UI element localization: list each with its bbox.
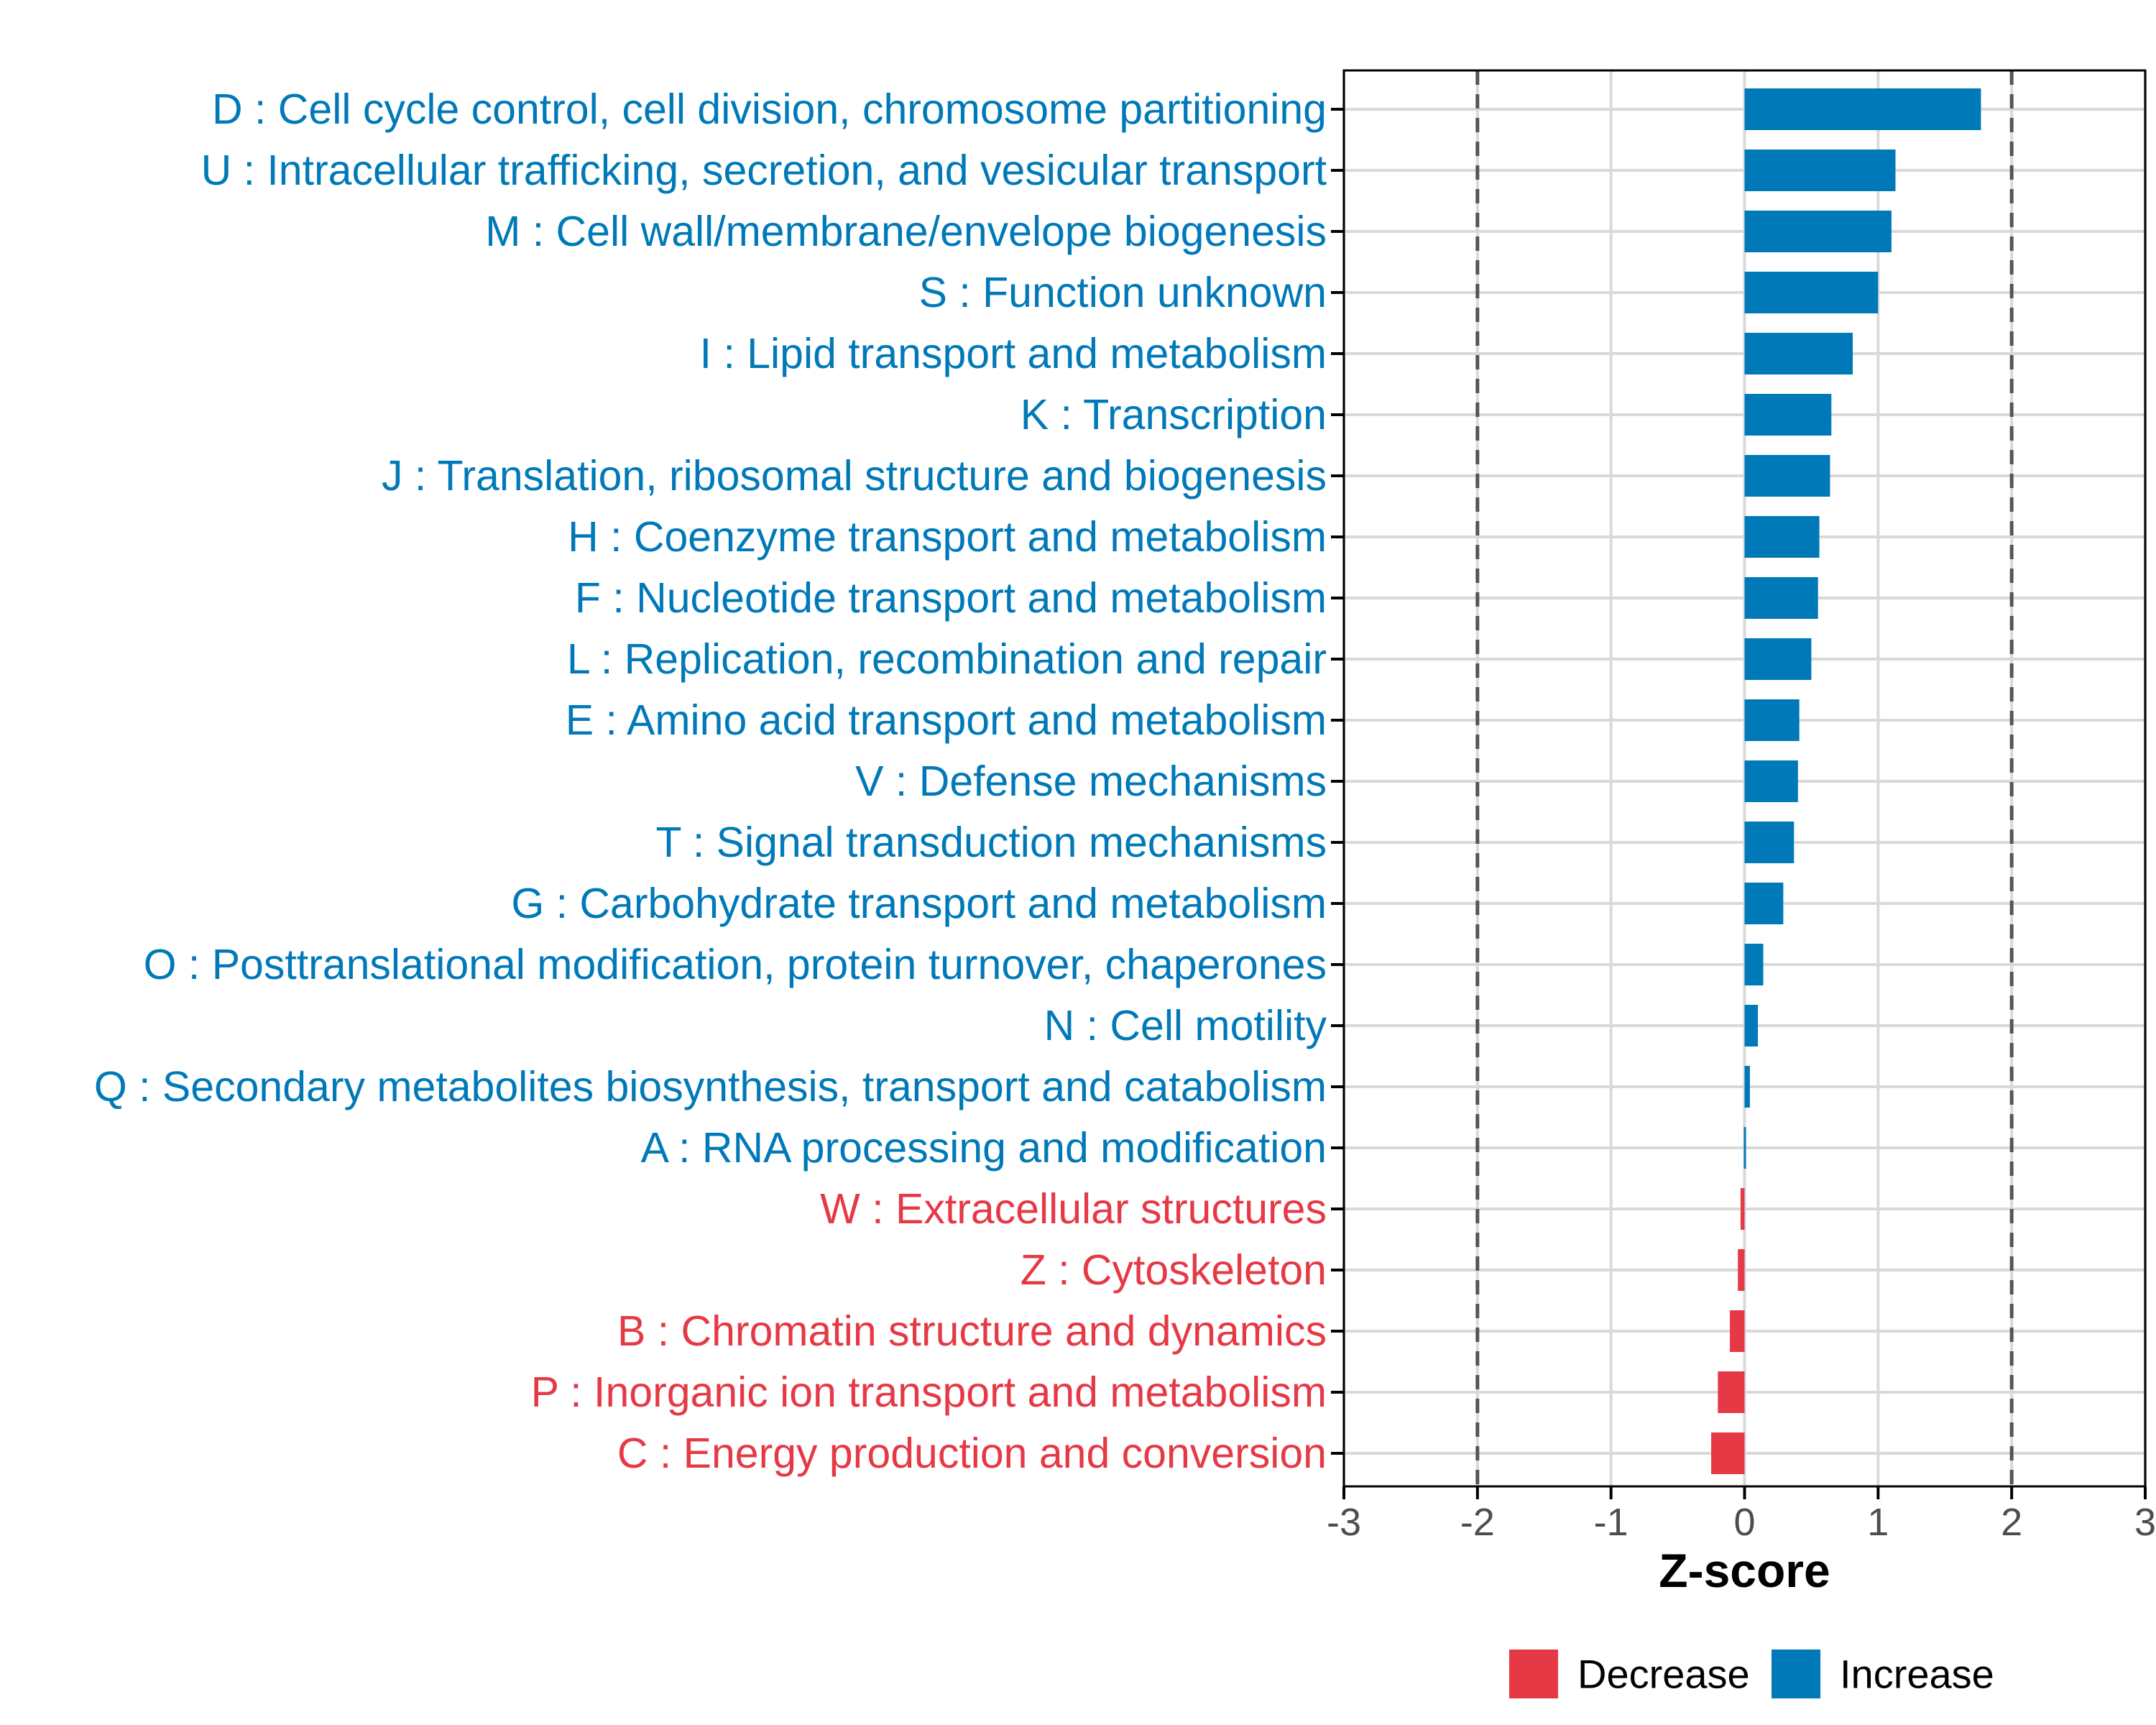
bar <box>1744 211 1892 252</box>
bar <box>1744 1005 1759 1046</box>
bar <box>1744 333 1853 374</box>
bar <box>1730 1310 1745 1352</box>
bar <box>1744 150 1896 191</box>
y-category-label: Z : Cytoskeleton <box>1021 1246 1327 1294</box>
bar <box>1744 822 1795 863</box>
y-category-label: A : RNA processing and modification <box>641 1124 1327 1172</box>
y-category-label: B : Chromatin structure and dynamics <box>617 1307 1327 1355</box>
x-tick-label: 2 <box>2001 1501 2022 1544</box>
y-category-label: J : Translation, ribosomal structure and… <box>382 452 1327 500</box>
legend-item-increase[interactable]: Increase <box>1772 1650 1994 1698</box>
bar <box>1744 455 1830 497</box>
bar <box>1743 1127 1746 1169</box>
y-axis-ticks <box>1331 108 1344 1455</box>
legend-label: Decrease <box>1577 1652 1750 1697</box>
bar <box>1744 577 1818 619</box>
x-tick-label: -2 <box>1460 1501 1495 1544</box>
x-axis-title: Z-score <box>1659 1544 1830 1597</box>
y-category-label: V : Defense mechanisms <box>855 758 1327 805</box>
bar <box>1744 638 1812 680</box>
y-category-label: S : Function unknown <box>919 269 1327 316</box>
bar <box>1744 1066 1750 1108</box>
y-category-label: K : Transcription <box>1021 391 1327 438</box>
x-tick-label: -1 <box>1594 1501 1628 1544</box>
y-category-label: O : Posttranslational modification, prot… <box>144 941 1327 988</box>
bar <box>1740 1188 1745 1230</box>
y-category-label: L : Replication, recombination and repai… <box>567 635 1327 683</box>
bar <box>1744 883 1784 924</box>
x-tick-label: -3 <box>1327 1501 1361 1544</box>
bar <box>1744 944 1764 985</box>
bar <box>1744 760 1798 802</box>
y-category-label: U : Intracellular trafficking, secretion… <box>201 147 1327 194</box>
bar <box>1744 699 1800 741</box>
y-category-label: W : Extracellular structures <box>820 1185 1327 1233</box>
y-category-label: I : Lipid transport and metabolism <box>700 330 1327 377</box>
legend-label: Increase <box>1840 1652 1994 1697</box>
legend-swatch <box>1509 1650 1558 1698</box>
y-category-label: C : Energy production and conversion <box>617 1430 1327 1477</box>
x-tick-label: 0 <box>1733 1501 1755 1544</box>
y-category-label: Q : Secondary metabolites biosynthesis, … <box>94 1063 1327 1110</box>
x-tick-label: 3 <box>2134 1501 2156 1544</box>
bar <box>1718 1371 1745 1413</box>
legend[interactable]: Decrease Increase <box>1509 1650 1994 1698</box>
y-category-label: T : Signal transduction mechanisms <box>655 819 1327 866</box>
x-tick-label: 1 <box>1867 1501 1889 1544</box>
y-category-label: D : Cell cycle control, cell division, c… <box>212 86 1327 133</box>
y-category-label: P : Inorganic ion transport and metaboli… <box>531 1368 1327 1416</box>
y-category-label: H : Coenzyme transport and metabolism <box>568 513 1327 561</box>
legend-swatch <box>1772 1650 1820 1698</box>
bar <box>1744 88 1981 130</box>
bar <box>1744 516 1820 558</box>
y-category-label: N : Cell motility <box>1044 1002 1327 1049</box>
bar <box>1744 394 1832 436</box>
y-category-label: E : Amino acid transport and metabolism <box>566 696 1327 744</box>
legend-item-decrease[interactable]: Decrease <box>1509 1650 1750 1698</box>
bar <box>1744 272 1879 313</box>
bars <box>1711 88 1981 1474</box>
x-axis-ticks: -3 -2 -1 0 1 2 3 <box>1327 1486 2156 1544</box>
bar <box>1738 1249 1745 1291</box>
y-category-label: F : Nucleotide transport and metabolism <box>575 574 1327 622</box>
bar <box>1711 1432 1745 1474</box>
y-category-label: M : Cell wall/membrane/envelope biogenes… <box>485 208 1327 255</box>
y-axis-category-labels: D : Cell cycle control, cell division, c… <box>94 86 1327 1477</box>
y-category-label: G : Carbohydrate transport and metabolis… <box>511 880 1327 927</box>
